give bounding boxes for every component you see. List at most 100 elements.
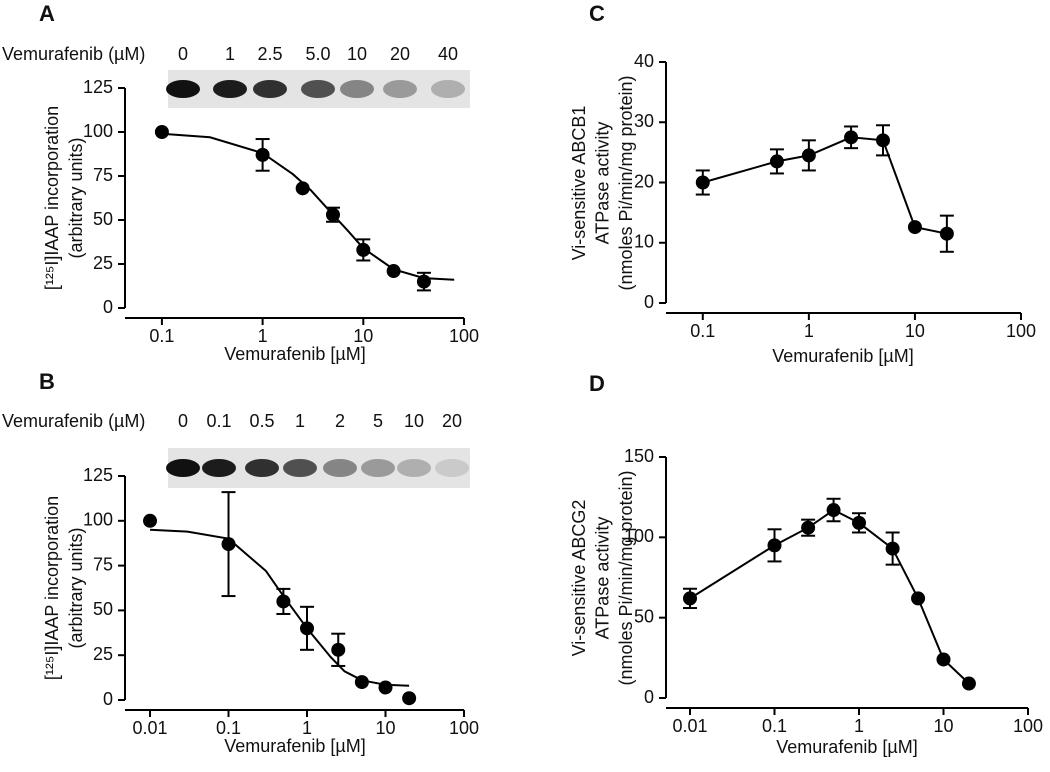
data-point xyxy=(939,226,954,241)
blot-band xyxy=(166,80,200,98)
y-axis-label: (arbitrary units) xyxy=(66,137,86,258)
data-point xyxy=(801,520,816,535)
data-point xyxy=(936,652,951,667)
x-tick-label: 0.1 xyxy=(216,718,241,738)
y-tick-label: 50 xyxy=(634,606,654,626)
data-point xyxy=(325,207,340,222)
blot-band xyxy=(245,459,279,477)
blot-label: Vemurafenib (µM) xyxy=(2,44,145,64)
blot-band xyxy=(361,459,395,477)
y-tick-label: 150 xyxy=(624,446,654,466)
data-point xyxy=(851,515,866,530)
x-tick-label: 0.1 xyxy=(762,716,787,736)
data-point xyxy=(356,242,371,257)
y-tick-label: 25 xyxy=(93,253,113,273)
y-tick-label: 0 xyxy=(103,297,113,317)
x-tick-label: 10 xyxy=(375,718,395,738)
lane-label: 10 xyxy=(404,411,424,431)
data-point xyxy=(961,676,976,691)
y-axis-label: ATPase activity xyxy=(592,122,612,245)
data-point xyxy=(154,125,169,139)
blot-band xyxy=(301,80,335,98)
x-tick-label: 100 xyxy=(449,718,479,738)
data-point xyxy=(416,274,431,289)
blot-band xyxy=(283,459,317,477)
lane-label: 5 xyxy=(373,411,383,431)
data-point xyxy=(331,642,346,657)
x-axis-label: Vemurafenib [µM] xyxy=(772,346,913,366)
lane-label: 1 xyxy=(295,411,305,431)
x-tick-label: 100 xyxy=(449,326,479,346)
x-tick-label: 10 xyxy=(353,326,373,346)
data-point xyxy=(386,264,401,279)
blot-band xyxy=(202,459,236,477)
x-tick-label: 1 xyxy=(854,716,864,736)
data-point xyxy=(801,148,816,163)
lane-label: 40 xyxy=(438,44,458,64)
x-tick-label: 100 xyxy=(1006,321,1036,341)
x-tick-label: 1 xyxy=(302,718,312,738)
y-tick-label: 125 xyxy=(83,465,113,485)
data-point xyxy=(826,503,841,518)
x-tick-label: 1 xyxy=(804,321,814,341)
y-tick-label: 30 xyxy=(634,111,654,131)
y-axis-label: Vi-sensitive ABCB1 xyxy=(569,106,589,261)
panel: C 0 10 20 30 40 0.1 1 10 100 Vemurafenib [µM] Vi-se… xyxy=(569,1,1036,366)
data-point xyxy=(911,591,926,606)
data-point xyxy=(221,537,236,552)
x-axis-label: Vemurafenib [µM] xyxy=(224,736,365,756)
blot-band xyxy=(323,459,357,477)
blot-band xyxy=(397,459,431,477)
data-point xyxy=(767,538,782,553)
data-point xyxy=(885,541,900,556)
y-tick-label: 50 xyxy=(93,599,113,619)
y-tick-label: 100 xyxy=(83,121,113,141)
panel-label: C xyxy=(589,1,605,26)
lane-label: 0.1 xyxy=(206,411,231,431)
x-tick-label: 0.1 xyxy=(690,321,715,341)
lane-label: 10 xyxy=(347,44,367,64)
y-tick-label: 25 xyxy=(93,644,113,664)
lane-label: 0.5 xyxy=(249,411,274,431)
data-point xyxy=(300,621,315,636)
y-tick-label: 40 xyxy=(634,51,654,71)
y-tick-label: 10 xyxy=(634,232,654,252)
data-point xyxy=(143,513,158,528)
x-tick-label: 0.01 xyxy=(672,716,707,736)
panel: D 0 50 100 150 0.01 0.1 1 10 100 Vemurafenib [µM] V… xyxy=(569,371,1043,757)
y-tick-label: 0 xyxy=(103,689,113,709)
y-axis-label: ATPase activity xyxy=(592,517,612,640)
lane-label: 0 xyxy=(178,411,188,431)
panel-label: B xyxy=(39,369,55,394)
panel-label: A xyxy=(39,1,55,26)
data-point xyxy=(378,680,393,695)
lane-label: 20 xyxy=(390,44,410,64)
y-axis-label: Vi-sensitive ABCG2 xyxy=(569,500,589,657)
data-point xyxy=(844,130,859,145)
data-point xyxy=(295,181,310,196)
lane-label: 20 xyxy=(442,411,462,431)
data-point xyxy=(276,594,291,609)
panel-label: D xyxy=(589,371,605,396)
blot-band xyxy=(383,80,417,98)
x-tick-label: 10 xyxy=(905,321,925,341)
data-point xyxy=(907,220,922,235)
data-point xyxy=(255,147,270,162)
y-axis-label: [¹²⁵I]IAAP incorporation xyxy=(42,496,62,680)
x-axis-label: Vemurafenib [µM] xyxy=(776,737,917,757)
y-axis-label: (arbitrary units) xyxy=(66,527,86,648)
blot-band xyxy=(435,459,469,477)
y-tick-label: 0 xyxy=(644,687,654,707)
lane-label: 5.0 xyxy=(305,44,330,64)
blot-band xyxy=(166,459,200,477)
blot-band xyxy=(213,80,247,98)
y-tick-label: 75 xyxy=(93,554,113,574)
lane-label: 2 xyxy=(335,411,345,431)
x-tick-label: 1 xyxy=(258,326,268,346)
data-point xyxy=(875,133,890,148)
x-tick-label: 10 xyxy=(933,716,953,736)
x-axis-label: Vemurafenib [µM] xyxy=(224,344,365,364)
y-axis-label: (nmoles Pi/min/mg protein) xyxy=(616,470,636,685)
